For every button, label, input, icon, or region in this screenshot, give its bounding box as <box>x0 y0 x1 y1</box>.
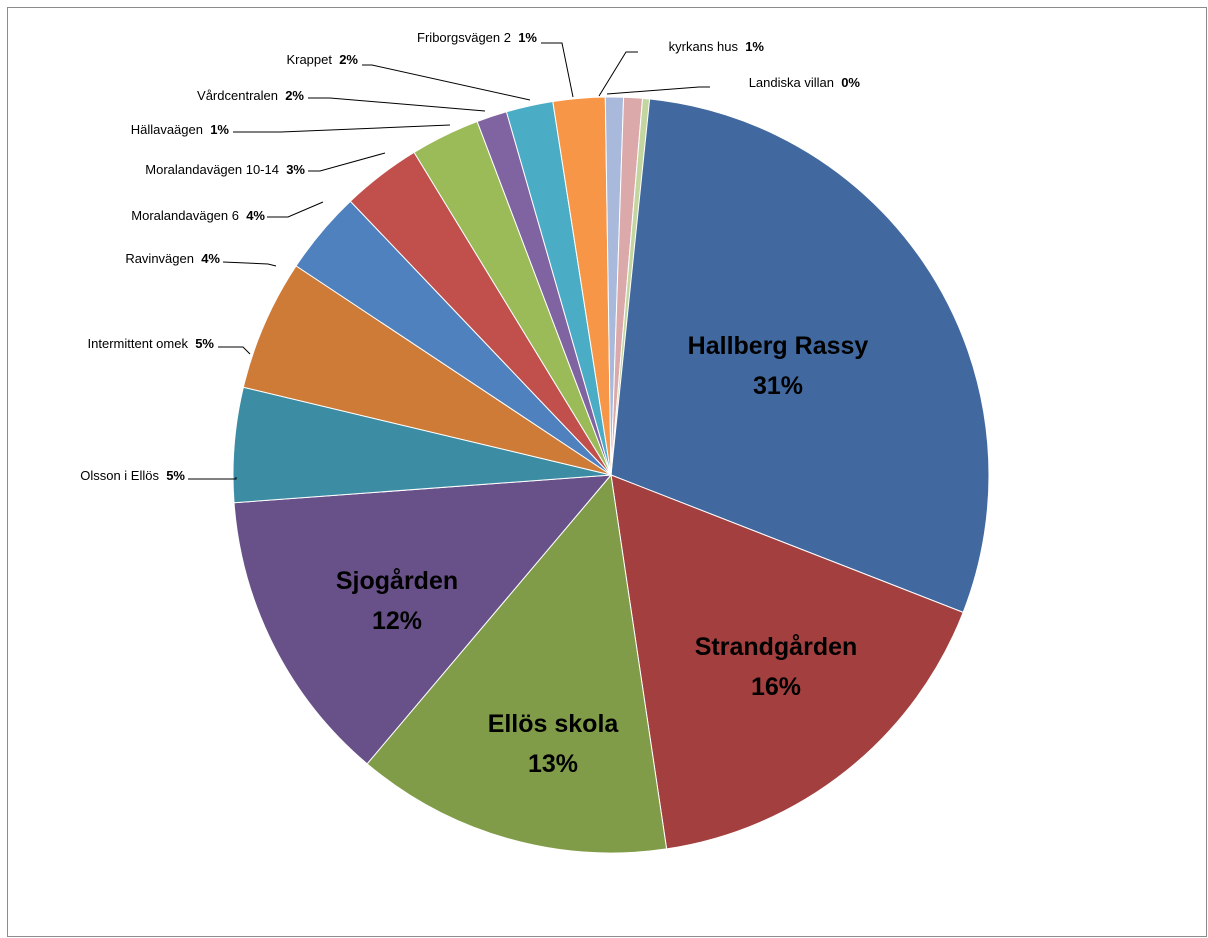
leader-line-friborgsvägen-2 <box>541 42 574 98</box>
leader-line-ravinvägen <box>222 261 277 267</box>
leader-line-moralandavägen-6 <box>267 201 324 218</box>
leader-line-kyrkans-hus <box>598 51 638 97</box>
slice-label-kyrkans-hus: kyrkans hus 1% <box>669 39 765 54</box>
slice-labels: Hallberg Rassy 31% Strandgården 16% Ellös sk… <box>80 30 868 778</box>
slice-percent-hallberg-rassy: 31% <box>753 372 803 400</box>
leader-line-olsson-i-ellös <box>188 477 237 480</box>
leader-line-hällavaägen <box>233 124 451 133</box>
slice-label-vårdcentralen: Vårdcentralen 2% <box>197 88 304 103</box>
slice-label-ellös-skola: Ellös skola <box>488 710 620 738</box>
leader-line-vårdcentralen <box>308 97 486 112</box>
slice-label-hallberg-rassy: Hallberg Rassy <box>688 332 869 360</box>
pie-slice-strandgården <box>610 474 964 850</box>
leader-line-intermittent-omek <box>218 346 251 355</box>
slice-label-hällavaägen: Hällavaägen 1% <box>131 122 230 137</box>
slice-label-ravinvägen: Ravinvägen 4% <box>125 251 220 266</box>
slice-percent-strandgården: 16% <box>751 673 801 701</box>
pie-slice-landiska-villan <box>610 97 651 476</box>
leader-line-moralandavägen-10-14 <box>308 152 386 172</box>
slice-percent-ellös-skola: 13% <box>528 750 578 778</box>
slice-label-friborgsvägen-2: Friborgsvägen 2 1% <box>417 30 537 45</box>
slice-percent-sjogården: 12% <box>372 607 422 635</box>
slice-label-landiska-villan: Landiska villan 0% <box>749 75 861 90</box>
pie-slices <box>232 96 990 854</box>
slice-label-olsson-i-ellös: Olsson i Ellös 5% <box>80 468 185 483</box>
slice-label-strandgården: Strandgården <box>695 633 858 661</box>
slice-label-intermittent-omek: Intermittent omek 5% <box>88 336 215 351</box>
slice-label-krappet: Krappet 2% <box>286 52 358 67</box>
leader-lines <box>188 42 710 480</box>
pie-slice-sjogården <box>233 474 613 765</box>
slice-label-sjogården: Sjogården <box>336 567 458 595</box>
pie-slice-ellös-skola <box>366 473 668 854</box>
leader-line-krappet <box>362 64 531 101</box>
leader-line-landiska-villan <box>606 86 710 95</box>
slice-label-moralandavägen-10-14: Moralandavägen 10-14 3% <box>145 162 305 177</box>
pie-slice-hallberg-rassy <box>610 96 990 614</box>
pie-slice-intermittent-omek <box>242 265 612 476</box>
slice-label-moralandavägen-6: Moralandavägen 6 4% <box>131 208 265 223</box>
